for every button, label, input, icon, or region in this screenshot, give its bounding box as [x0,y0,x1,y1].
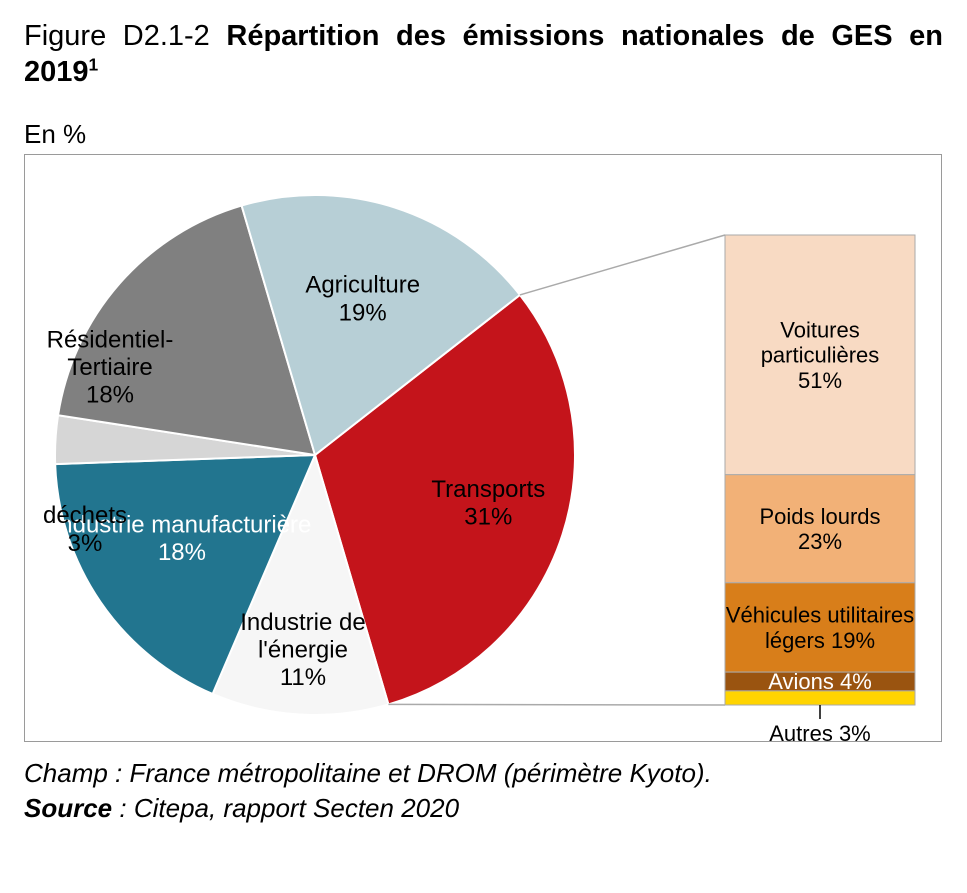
leader-line-top [520,235,725,295]
bar-label-autres: Autres 3% [769,721,871,743]
chart-footer: Champ : France métropolitaine et DROM (p… [24,756,943,826]
source-text: : Citepa, rapport Secten 2020 [112,793,459,823]
leader-line-bottom [388,704,725,705]
champ-text: : France métropolitaine et DROM (périmèt… [108,758,712,788]
chart-frame: Transports31%Industrie del'énergie11%Ind… [24,154,942,742]
bar-segment-autres [725,690,915,704]
figure-caption: Figure D2.1-2 Répartition des émissions … [24,18,943,91]
champ-label: Champ [24,758,108,788]
unit-label: En % [24,119,943,150]
figure-title-superscript: 1 [89,55,99,75]
pie-bar-chart: Transports31%Industrie del'énergie11%Ind… [25,155,943,743]
figure-number: Figure D2.1-2 [24,20,210,52]
source-label: Source [24,793,112,823]
